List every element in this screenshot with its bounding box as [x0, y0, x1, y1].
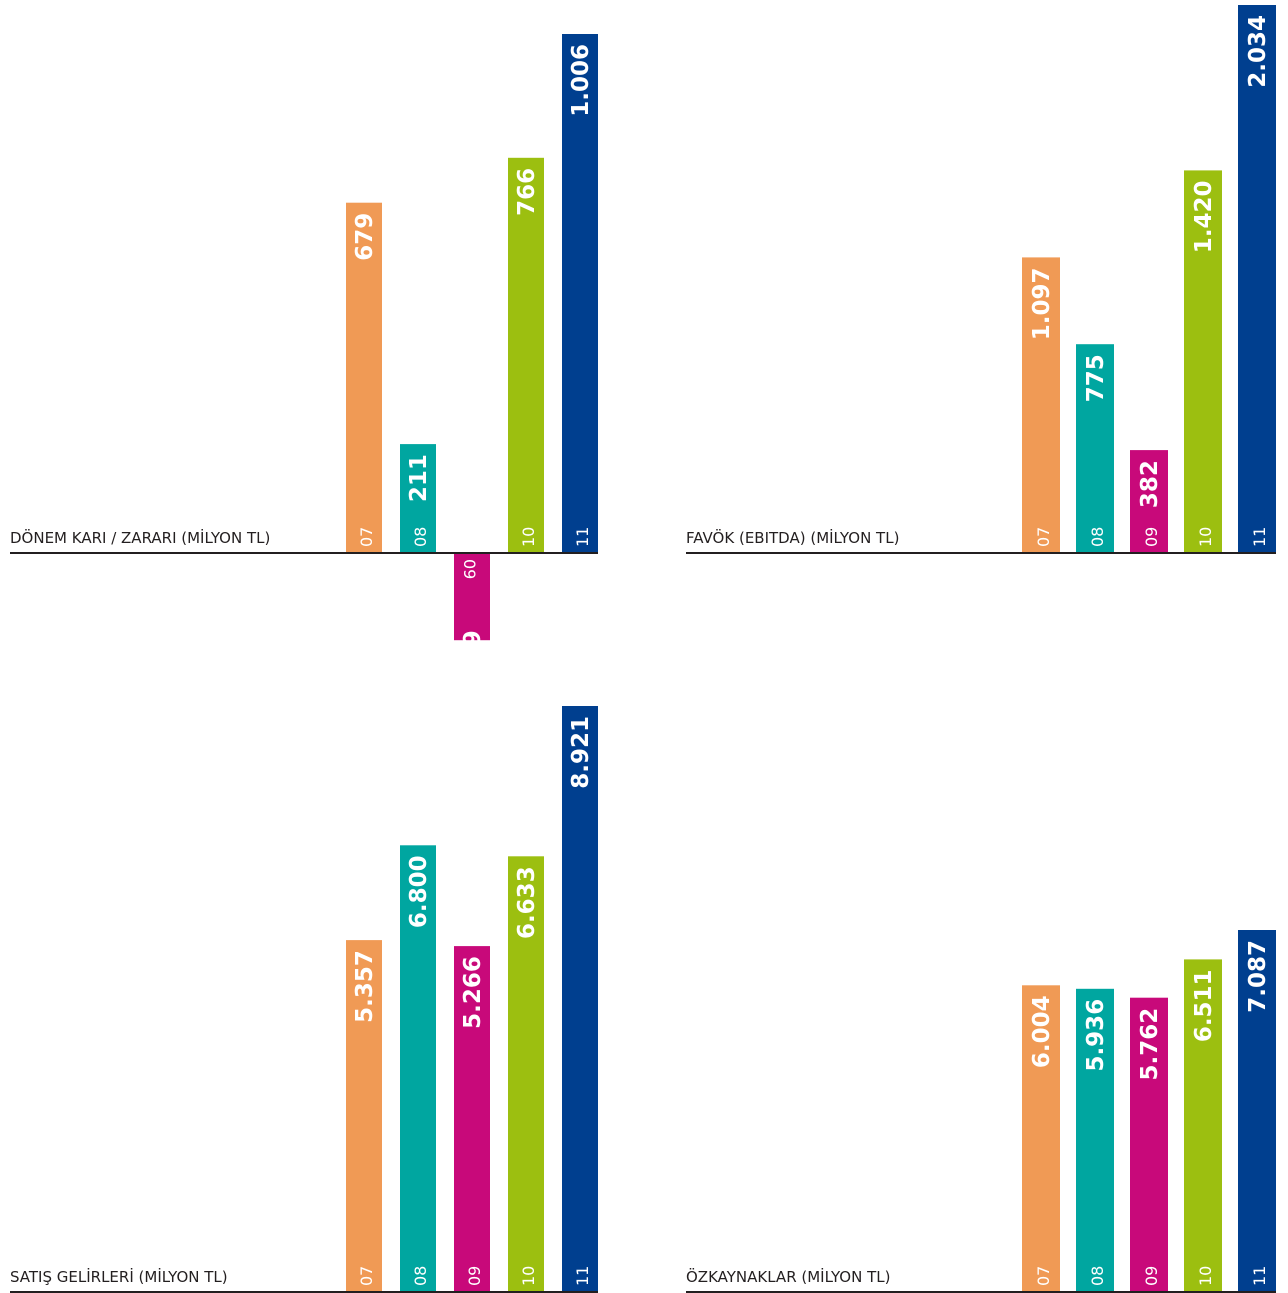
bar-11: [562, 34, 598, 553]
value-label-11: 1.006: [568, 44, 594, 117]
value-label-11: 8.921: [568, 716, 594, 789]
bar-08: [400, 444, 436, 553]
year-label-07: 07: [357, 1266, 376, 1286]
chart-satis-gelirleri: SATIŞ GELİRLERİ (MİLYON TL) 07 5.357 08 6.8…: [10, 706, 598, 1293]
year-label-10: 10: [1196, 527, 1215, 547]
year-label-11: 11: [573, 1266, 592, 1286]
chart-favok: FAVÖK (EBITDA) (MİLYON TL) 07 1.097 08 775 0…: [686, 5, 1276, 554]
value-label-07: 6.004: [1029, 995, 1055, 1068]
value-label-07: 1.097: [1029, 267, 1055, 340]
value-label-10: 6.511: [1191, 969, 1217, 1042]
year-label-08: 08: [411, 1266, 430, 1286]
bar-07: [346, 202, 382, 553]
bar-08: [400, 845, 436, 1292]
value-label-07: 5.357: [352, 950, 378, 1023]
chart-title: DÖNEM KARI / ZARARI (MİLYON TL): [10, 528, 270, 547]
bar-08: [1076, 344, 1114, 553]
chart-ozkaynaklar: ÖZKAYNAKLAR (MİLYON TL) 07 6.004 08 5.936 09…: [686, 930, 1276, 1293]
chart-donem-kari: DÖNEM KARI / ZARARI (MİLYON TL) 07 679 08 2…: [10, 34, 598, 688]
chart-title: SATIŞ GELİRLERİ (MİLYON TL): [10, 1267, 228, 1286]
bar-09: [454, 946, 490, 1292]
year-label-11: 11: [573, 527, 592, 547]
bar-07: [1022, 985, 1060, 1292]
value-label-08: 5.936: [1083, 999, 1109, 1072]
year-label-08: 08: [1088, 1266, 1107, 1286]
year-label-09: 09: [460, 559, 479, 579]
bar-10: [508, 856, 544, 1292]
value-label-11: 7.087: [1245, 940, 1271, 1013]
year-label-10: 10: [1196, 1266, 1215, 1286]
bar-11: [562, 706, 598, 1292]
value-label-08: 6.800: [406, 855, 432, 928]
year-label-10: 10: [519, 527, 538, 547]
bar-09: [454, 553, 490, 641]
bar-09: [1130, 450, 1168, 553]
year-label-07: 07: [357, 527, 376, 547]
year-label-09: 09: [1142, 1266, 1161, 1286]
bar-10: [1184, 170, 1222, 553]
year-label-11: 11: [1250, 1266, 1269, 1286]
chart-title: FAVÖK (EBITDA) (MİLYON TL): [686, 528, 899, 547]
value-label-09: 5.266: [460, 956, 486, 1029]
value-label-08: 775: [1083, 354, 1109, 402]
year-label-07: 07: [1034, 1266, 1053, 1286]
bar-08: [1076, 988, 1114, 1292]
year-label-07: 07: [1034, 527, 1053, 547]
value-label-09: 5.762: [1137, 1008, 1163, 1081]
value-label-10: 1.420: [1191, 180, 1217, 253]
value-label-09: -169: [460, 630, 486, 688]
value-label-10: 766: [514, 168, 540, 216]
value-label-11: 2.034: [1245, 15, 1271, 88]
year-label-11: 11: [1250, 527, 1269, 547]
bar-10: [508, 157, 544, 554]
year-label-09: 09: [1142, 527, 1161, 547]
value-label-08: 211: [406, 454, 432, 502]
bar-09: [1130, 997, 1168, 1292]
year-label-10: 10: [519, 1266, 538, 1286]
chart-title: ÖZKAYNAKLAR (MİLYON TL): [686, 1267, 890, 1286]
value-label-09: 382: [1137, 460, 1163, 508]
bar-11: [1238, 930, 1276, 1292]
bar-10: [1184, 959, 1222, 1292]
year-label-08: 08: [1088, 527, 1107, 547]
year-label-08: 08: [411, 527, 430, 547]
value-label-10: 6.633: [514, 866, 540, 939]
bar-07: [1022, 257, 1060, 553]
value-label-07: 679: [352, 213, 378, 261]
year-label-09: 09: [465, 1266, 484, 1286]
bar-11: [1238, 5, 1276, 553]
bar-07: [346, 940, 382, 1292]
